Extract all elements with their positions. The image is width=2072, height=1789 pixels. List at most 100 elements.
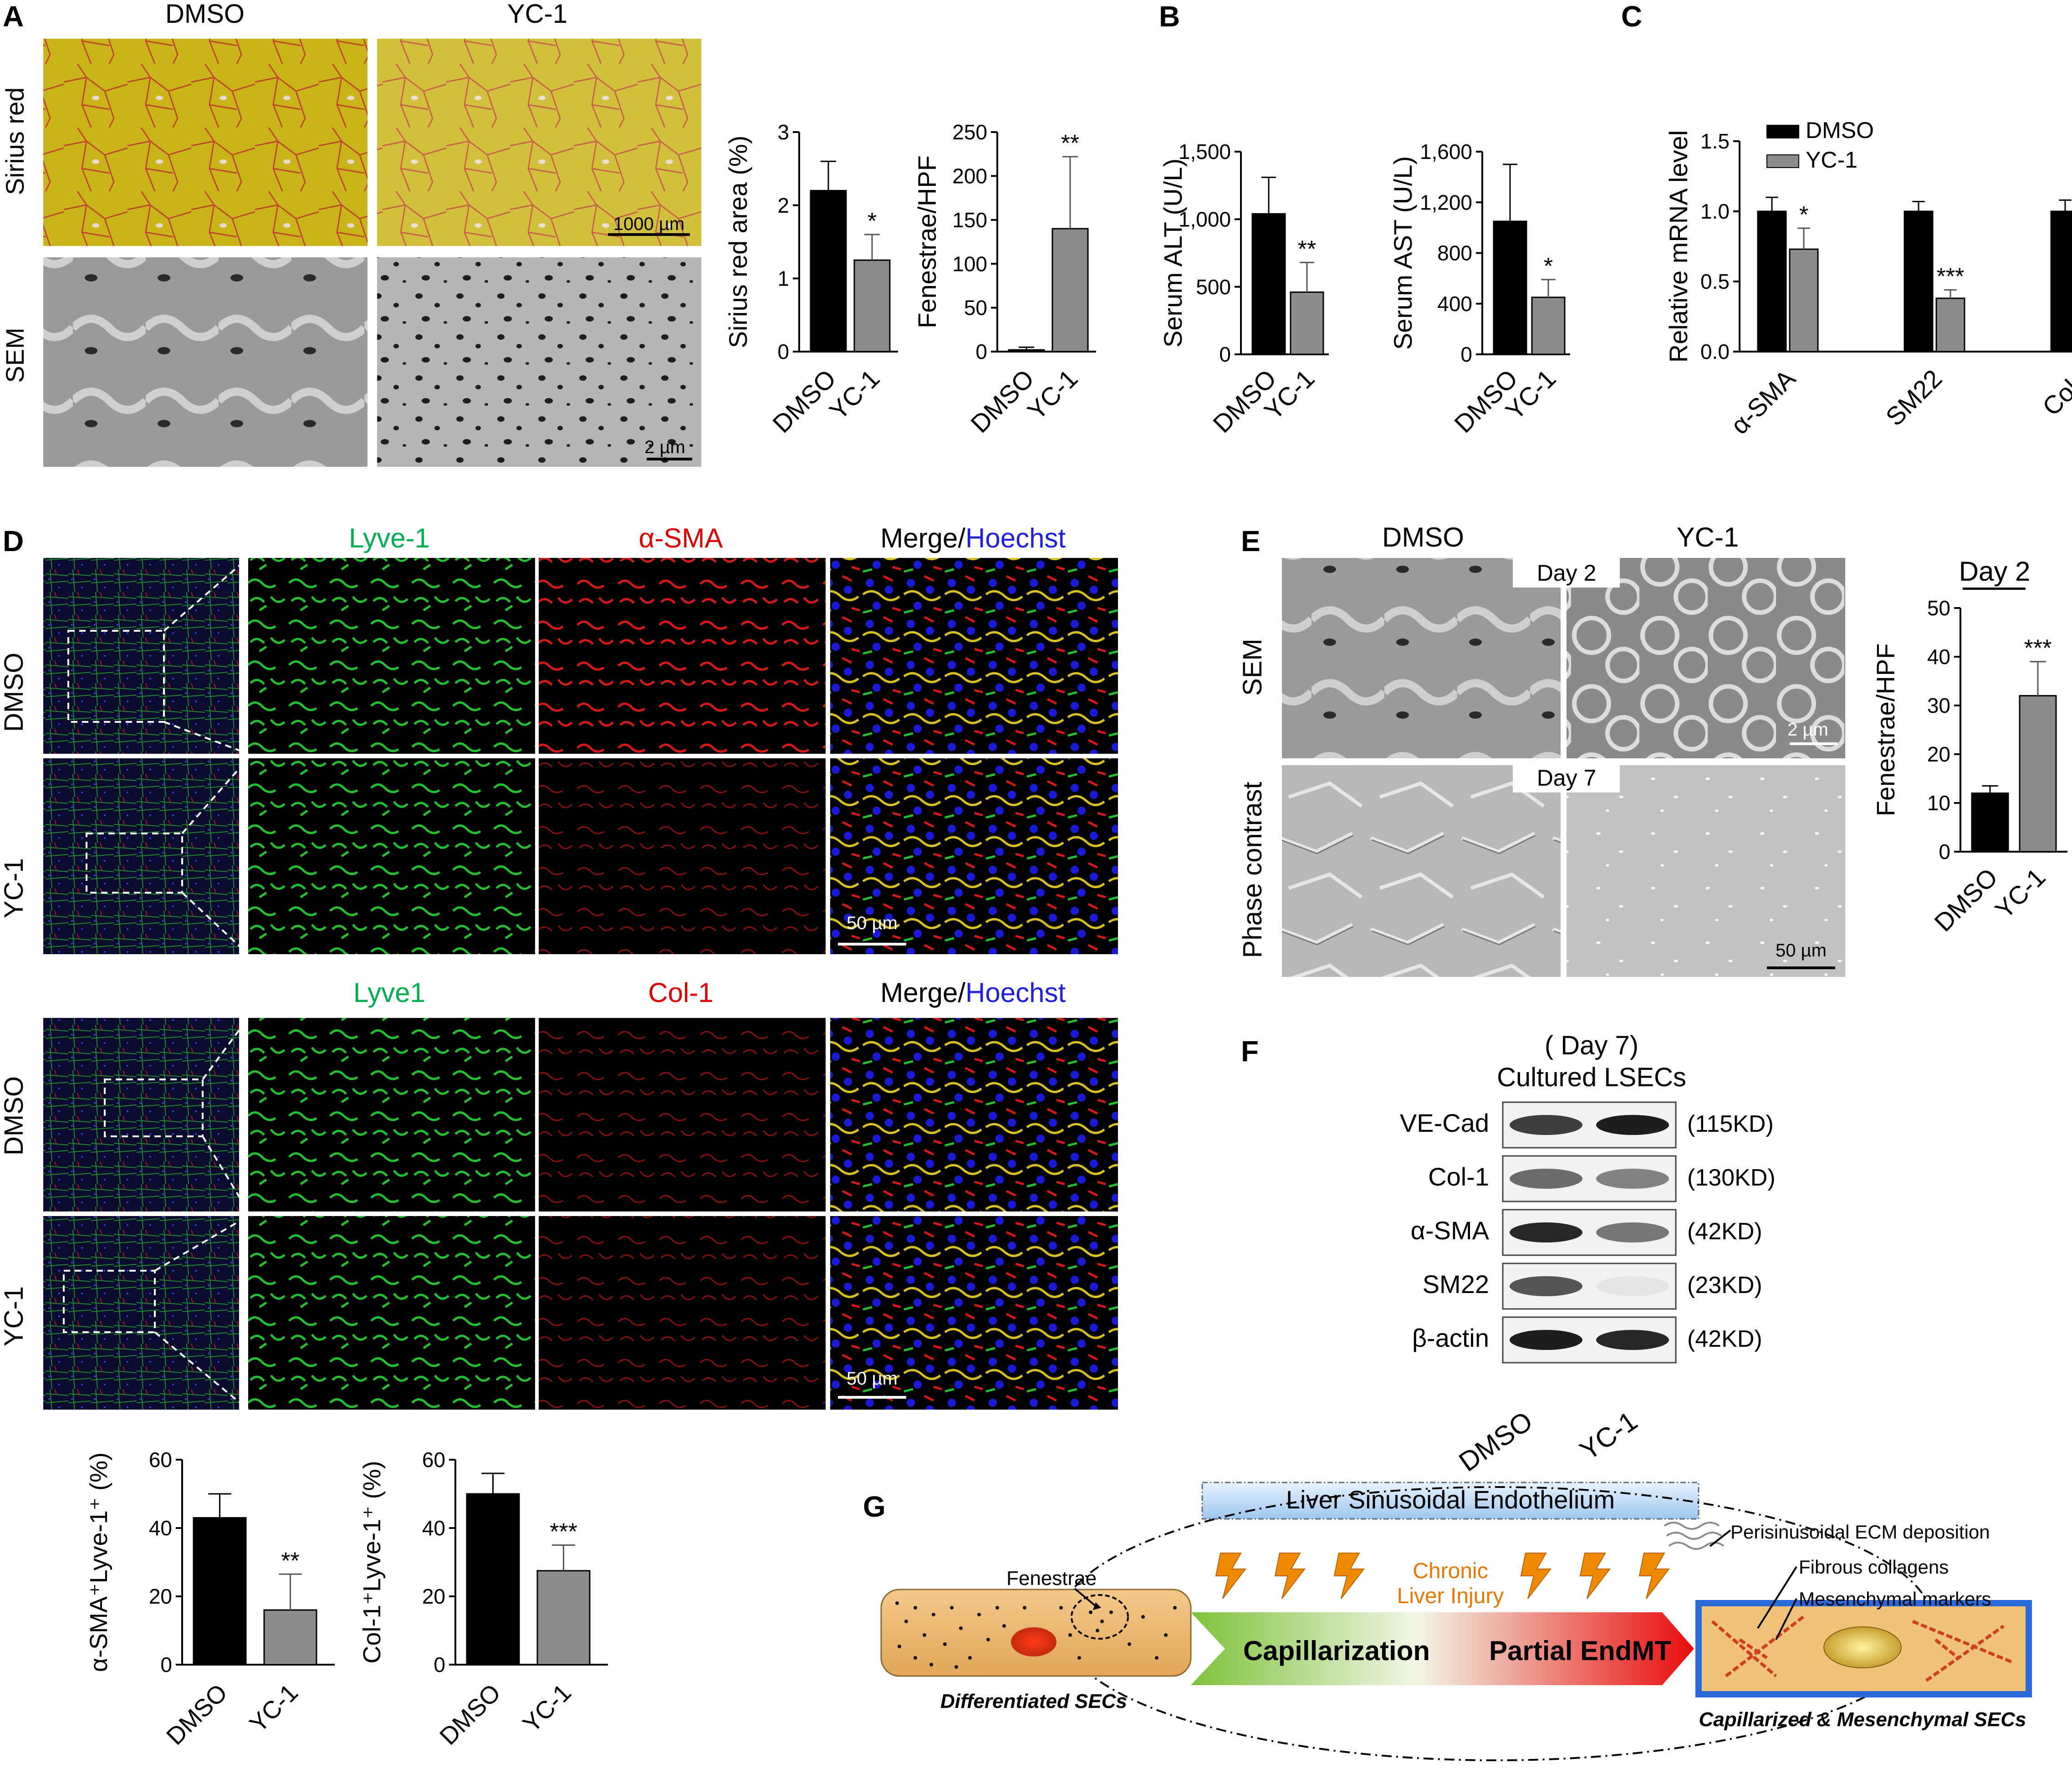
y-tick-label: 1: [777, 266, 789, 290]
y-tick-label: 800: [1437, 241, 1472, 265]
banner-title: Liver Sinusoidal Endothelium: [1286, 1485, 1615, 1514]
panel-letter-a: A: [3, 0, 24, 33]
significance-label: *: [1544, 253, 1553, 280]
y-tick-label: 0: [1219, 342, 1231, 366]
y-tick-label: 20: [1927, 742, 1950, 766]
y-axis-label: Serum ALT (U/L): [1158, 158, 1187, 348]
y-tick-label: 0: [777, 340, 789, 363]
bar: [466, 1493, 520, 1666]
col-merge-top: Merge/: [880, 523, 965, 553]
e-row-phase: Phase contrast: [1238, 782, 1267, 958]
bar: [263, 1609, 317, 1666]
scalebar-1000um: 1000 µm: [613, 214, 684, 234]
y-tick-label: 50: [964, 296, 987, 320]
blot-band: [1510, 1222, 1582, 1242]
blot-row: α-SMA (42KD): [1411, 1209, 1762, 1256]
arrow-left-text: Capillarization: [1243, 1636, 1430, 1666]
bar: [853, 259, 891, 353]
band-kd: (23KD): [1687, 1272, 1762, 1298]
collagen-label: Fibrous collagens: [1799, 1556, 1949, 1578]
x-tick-label: DMSO: [161, 1679, 233, 1750]
x-tick-label: DMSO: [434, 1679, 506, 1750]
col-merge-bottom: Merge/: [880, 977, 965, 1008]
col-lyve1-bottom: Lyve1: [353, 977, 425, 1008]
significance-label: ***: [1937, 263, 1965, 290]
fenestrae-label: Fenestrae: [1006, 1567, 1097, 1590]
y-tick-label: 150: [952, 208, 987, 232]
blot-band: [1596, 1115, 1669, 1135]
y-axis-label: Sirius red area (%): [724, 136, 752, 348]
chart-asma_lyve: 0 20 40 60 α-SMA⁺Lyve-1⁺ (%) DMSO ** YC-1: [85, 1448, 335, 1750]
bar: [1904, 210, 1934, 353]
row-d-yc1-1: YC-1: [0, 858, 29, 918]
row-label-sem: SEM: [0, 327, 29, 383]
ecm-label: Perisinusoidal ECM deposition: [1730, 1521, 1990, 1543]
blot-band: [1596, 1330, 1669, 1350]
y-tick-label: 50: [1927, 596, 1950, 620]
col-hoechst-top: Hoechst: [965, 523, 1066, 553]
y-tick-label: 10: [1927, 791, 1950, 815]
y-tick-label: 1.5: [1700, 129, 1730, 153]
band-kd: (130KD): [1687, 1165, 1776, 1191]
y-axis-label: Serum AST (U/L): [1388, 156, 1417, 350]
y-tick-label: 60: [149, 1448, 172, 1472]
significance-label: **: [1061, 130, 1079, 157]
x-tick-label: YC-1: [1022, 364, 1083, 425]
sirius-image-dmso: [43, 39, 367, 246]
blot-row: VE-Cad (115KD): [1400, 1101, 1774, 1149]
panel-letter-f: F: [1241, 1035, 1259, 1068]
x-tick-label: α-SMA: [1725, 363, 1801, 440]
y-axis-label: α-SMA⁺Lyve-1⁺ (%): [85, 1452, 112, 1672]
bar: [1290, 291, 1324, 355]
significance-label: *: [868, 208, 877, 235]
blot-band: [1510, 1276, 1582, 1296]
col-hoechst-bottom: Hoechst: [965, 977, 1066, 1008]
y-tick-label: 100: [952, 252, 987, 276]
y-axis-label: Col-1⁺Lyve-1⁺ (%): [358, 1461, 386, 1663]
blot-band: [1596, 1169, 1669, 1189]
band-name: VE-Cad: [1400, 1109, 1489, 1137]
y-tick-label: 0: [434, 1653, 445, 1677]
significance-label: *: [1799, 202, 1808, 228]
y-tick-label: 3: [777, 120, 789, 144]
band-kd: (42KD): [1687, 1218, 1762, 1245]
y-tick-label: 1,500: [1179, 140, 1231, 164]
y-tick-label: 40: [1927, 645, 1950, 669]
y-tick-label: 0.5: [1700, 270, 1730, 293]
e-col-yc1: YC-1: [1677, 522, 1739, 552]
row-label-sirius: Sirius red: [0, 87, 29, 195]
bar: [1008, 349, 1045, 353]
panel-g-schematic: Liver Sinusoidal Endothelium Fenestrae D…: [880, 1482, 2032, 1761]
y-tick-label: 400: [1437, 292, 1472, 316]
panel-d-images: Lyve-1 α-SMA Merge/ Hoechst DMSO YC-1 50…: [0, 523, 1118, 1411]
blot-row: SM22 (23KD): [1423, 1263, 1762, 1310]
bar: [193, 1517, 247, 1666]
y-tick-label: 2: [777, 194, 789, 217]
row-d-dmso-2: DMSO: [0, 1076, 29, 1155]
scalebar-d-bottom: 50 µm: [847, 1369, 898, 1389]
chart-col_lyve: 0 20 40 60 Col-1⁺Lyve-1⁺ (%) DMSO *** YC-1: [358, 1448, 608, 1750]
band-kd: (42KD): [1687, 1326, 1762, 1352]
bar: [536, 1570, 591, 1666]
process-arrow: [1191, 1612, 1694, 1685]
x-tick-label: YC-1: [518, 1679, 577, 1738]
y-tick-label: 1,200: [1420, 190, 1472, 214]
legend-label: DMSO: [1806, 118, 1874, 143]
bar: [1531, 296, 1566, 355]
y-tick-label: 1,000: [1179, 207, 1231, 231]
e-chart-title: Day 2: [1959, 556, 2031, 587]
lane-dmso: DMSO: [1454, 1406, 1538, 1477]
legend-swatch: [1766, 154, 1799, 168]
y-tick-label: 0: [160, 1653, 172, 1677]
y-tick-label: 40: [422, 1516, 445, 1540]
significance-label: **: [281, 1548, 299, 1574]
blot-row: Col-1 (130KD): [1428, 1155, 1776, 1202]
panel-e-images: DMSO YC-1 SEM Phase contrast Day 2 Day 7…: [1238, 522, 2030, 977]
y-axis-label: Relative mRNA level: [1664, 130, 1693, 363]
blot-band: [1510, 1115, 1582, 1135]
y-tick-label: 0.0: [1700, 340, 1730, 363]
scalebar-d-top: 50 µm: [847, 913, 898, 933]
